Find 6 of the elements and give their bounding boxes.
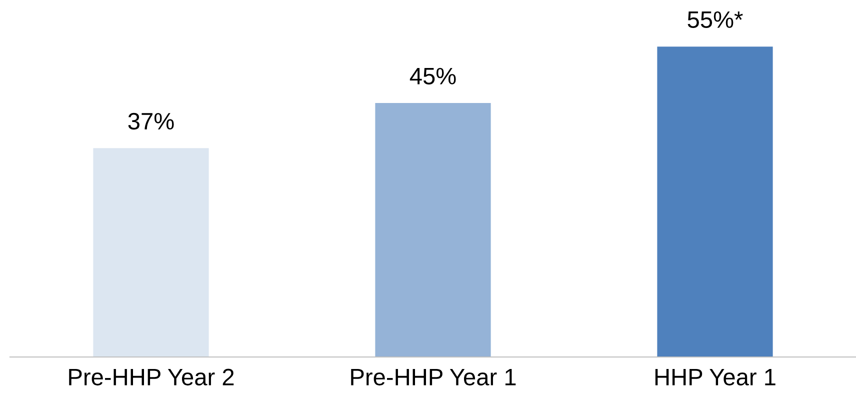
x-tick-label: HHP Year 1: [655, 368, 776, 386]
x-tick-label: Pre-HHP Year 2: [69, 368, 234, 386]
data-label: 37%: [128, 112, 174, 130]
x-tick-label: Pre-HHP Year 1: [351, 368, 516, 386]
data-label: 55%*: [688, 11, 743, 28]
data-label: 45%: [410, 68, 456, 84]
